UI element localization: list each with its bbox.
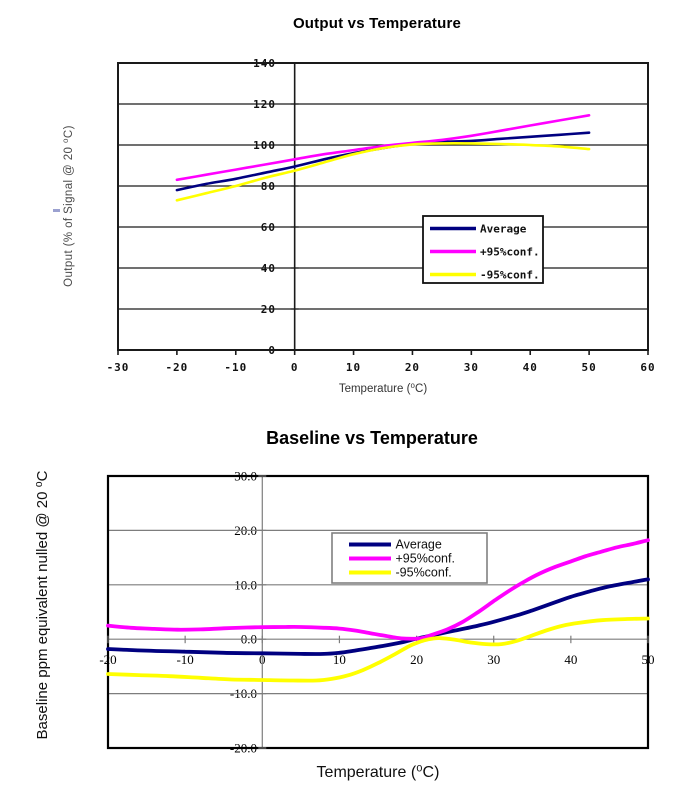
legend-item-label: Average	[396, 538, 442, 552]
y-tick-label: 120	[253, 98, 276, 111]
y-tick-label: -20.0	[230, 741, 257, 756]
legend-item-label: -95%conf.	[396, 566, 452, 580]
x-tick-label: 30	[464, 361, 479, 374]
y-tick-label: 60	[261, 221, 276, 234]
y-tick-label: 80	[261, 180, 276, 193]
legend-box	[422, 215, 544, 284]
y-tick-label: 30.0	[234, 469, 257, 484]
plot-frame	[106, 474, 650, 750]
series-line-Average	[106, 577, 650, 656]
baseline-y-axis-title: Baseline ppm equivalent nulled @ 20 ⁰C	[34, 470, 51, 740]
legend-item-label: +95%conf.	[396, 552, 455, 566]
x-tick-label: 40	[523, 361, 538, 374]
y-tick-label: 0	[268, 344, 276, 357]
legend-item-label: Average	[480, 223, 527, 236]
y-tick-label: 140	[253, 57, 276, 70]
output-chart-title: Output vs Temperature	[292, 15, 462, 32]
x-tick-label: 0	[291, 361, 299, 374]
baseline-chart-title: Baseline vs Temperature	[266, 428, 478, 448]
legend-item-label: +95%conf.	[480, 246, 540, 259]
series-line--95%conf	[175, 141, 591, 202]
baseline-x-axis-title: Temperature (⁰C)	[316, 764, 440, 781]
series-line-+95%conf	[175, 114, 591, 182]
legend-box	[331, 532, 488, 584]
x-tick-label: 20	[405, 361, 420, 374]
series-line-Average	[175, 131, 591, 192]
x-tick-label: -30	[107, 361, 130, 374]
series-line-+95%conf	[106, 538, 650, 641]
x-tick-label: 0	[259, 652, 266, 667]
y-tick-label: 0.0	[241, 632, 257, 647]
y-tick-label: 20	[261, 303, 276, 316]
legend-item-label: -95%conf.	[480, 269, 540, 282]
output-x-axis-title: Temperature (⁰C)	[338, 383, 428, 395]
x-tick-label: 50	[642, 652, 655, 667]
x-tick-label: 50	[581, 361, 596, 374]
x-tick-label: 30	[487, 652, 500, 667]
y-tick-label: -10.0	[230, 686, 257, 701]
x-tick-label: -20	[99, 652, 116, 667]
series-line--95%conf	[106, 616, 650, 683]
y-tick-label: 20.0	[234, 523, 257, 538]
artifact-dash	[53, 209, 60, 212]
x-tick-label: 40	[564, 652, 577, 667]
x-tick-label: 10	[333, 652, 346, 667]
y-tick-label: 100	[253, 139, 276, 152]
x-tick-label: -20	[165, 361, 188, 374]
y-tick-label: 10.0	[234, 577, 257, 592]
x-tick-label: 20	[410, 652, 423, 667]
x-tick-label: -10	[224, 361, 247, 374]
x-tick-label: 60	[640, 361, 655, 374]
output-y-axis-title: Output (% of Signal @ 20 ⁰C)	[63, 125, 75, 287]
plot-frame	[117, 62, 649, 351]
x-tick-label: -10	[176, 652, 193, 667]
x-tick-label: 10	[346, 361, 361, 374]
y-tick-label: 40	[261, 262, 276, 275]
